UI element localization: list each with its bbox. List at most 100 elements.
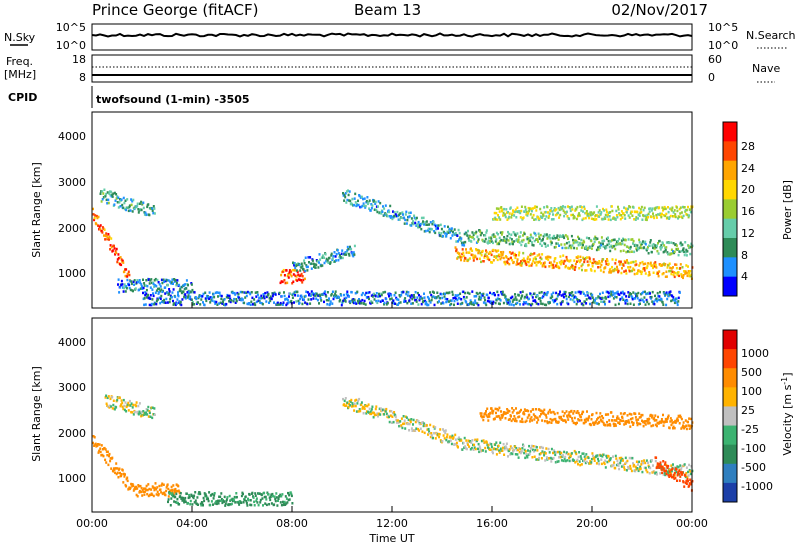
data-cell <box>507 301 510 304</box>
data-cell <box>554 245 557 249</box>
data-cell <box>526 296 529 299</box>
data-cell <box>474 299 477 302</box>
data-cell <box>124 285 127 288</box>
data-cell <box>222 300 224 304</box>
data-cell <box>547 258 550 261</box>
data-cell <box>109 244 112 247</box>
data-cell <box>603 209 606 212</box>
data-cell <box>338 255 341 259</box>
velocity-colorbar-label-text: Velocity [m s <box>781 384 794 455</box>
data-cell <box>257 503 260 507</box>
data-cell <box>580 206 583 209</box>
data-cell <box>468 445 471 448</box>
data-cell <box>479 291 481 295</box>
data-cell <box>489 239 492 243</box>
data-cell <box>274 499 277 503</box>
data-cell <box>167 283 169 287</box>
data-cell <box>419 297 422 300</box>
data-cell <box>650 459 653 462</box>
data-cell <box>464 257 467 260</box>
data-cell <box>640 297 643 301</box>
data-cell <box>602 300 605 304</box>
data-cell <box>566 215 569 218</box>
data-cell <box>616 268 619 271</box>
data-cell <box>394 291 397 294</box>
data-cell <box>488 236 491 240</box>
data-cell <box>187 501 189 505</box>
data-cell <box>584 246 587 250</box>
data-cell <box>543 233 546 236</box>
data-cell <box>108 192 111 195</box>
data-cell <box>414 298 417 302</box>
data-cell <box>689 483 692 486</box>
data-cell <box>557 211 559 215</box>
data-cell <box>575 460 578 463</box>
data-cell <box>113 247 116 250</box>
data-cell <box>113 203 116 206</box>
data-cell <box>255 300 258 304</box>
data-cell <box>625 461 628 464</box>
data-cell <box>295 275 298 278</box>
data-cell <box>648 210 651 213</box>
data-cell <box>539 215 542 218</box>
data-cell <box>153 285 156 288</box>
data-cell <box>591 296 594 299</box>
data-cell <box>147 483 150 486</box>
data-cell <box>120 283 123 287</box>
data-cell <box>335 259 338 262</box>
data-cell <box>159 488 162 491</box>
data-cell <box>149 415 152 418</box>
data-cell <box>662 460 665 463</box>
data-cell <box>120 399 123 402</box>
data-cell <box>269 495 272 499</box>
data-cell <box>685 264 688 267</box>
data-cell <box>668 475 671 478</box>
data-cell <box>541 302 544 306</box>
data-cell <box>197 492 200 496</box>
data-cell <box>672 475 675 479</box>
data-cell <box>449 439 452 442</box>
data-cell <box>344 253 346 256</box>
data-cell <box>168 290 171 293</box>
colorbar-swatch <box>723 444 737 465</box>
data-cell <box>683 485 686 488</box>
data-cell <box>471 290 474 293</box>
data-cell <box>294 266 297 270</box>
data-cell <box>643 246 646 249</box>
data-cell <box>276 504 279 507</box>
data-cell <box>583 455 586 458</box>
data-cell <box>413 296 416 299</box>
data-cell <box>564 234 567 237</box>
data-cell <box>478 445 481 448</box>
data-cell <box>670 423 673 427</box>
data-cell <box>266 291 269 294</box>
data-cell <box>104 194 107 198</box>
data-cell <box>602 258 605 261</box>
data-cell <box>197 296 200 300</box>
velocity-colorbar-label-sup: -1 <box>780 377 789 385</box>
power-colorbar-frame <box>722 121 738 297</box>
data-cell <box>521 290 524 293</box>
data-cell <box>619 461 622 465</box>
data-cell <box>556 420 559 424</box>
data-cell <box>325 298 328 302</box>
data-cell <box>237 292 240 296</box>
data-cell <box>473 295 476 298</box>
data-cell <box>147 293 149 297</box>
data-cell <box>550 411 552 414</box>
data-cell <box>595 205 598 208</box>
data-cell <box>644 243 647 246</box>
data-cell <box>654 423 657 427</box>
data-cell <box>550 447 553 451</box>
data-cell <box>590 461 593 464</box>
data-cell <box>388 420 391 424</box>
data-cell <box>582 217 585 220</box>
data-cell <box>602 242 604 245</box>
data-cell <box>260 294 263 298</box>
data-cell <box>557 450 559 454</box>
data-cell <box>538 453 541 456</box>
data-cell <box>359 196 362 199</box>
data-cell <box>423 292 425 295</box>
data-cell <box>610 244 613 248</box>
data-cell <box>652 215 655 218</box>
